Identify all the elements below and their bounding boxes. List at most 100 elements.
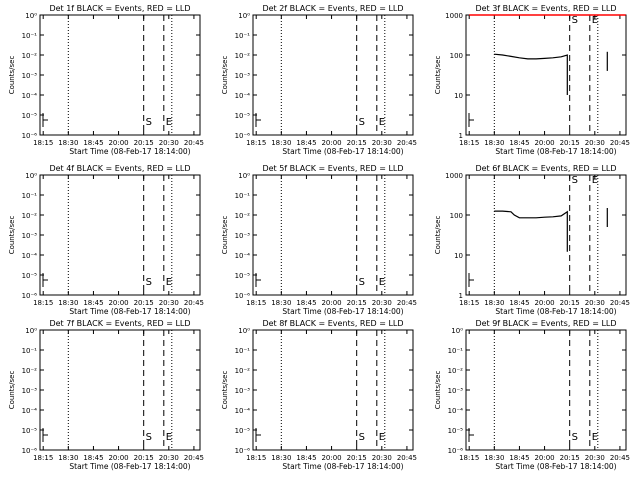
marker-label: E (166, 432, 172, 443)
x-tick-label: 18:15 (33, 454, 53, 462)
panel-title: Det 8f BLACK = Events, RED = LLD (262, 319, 403, 328)
events-series-line (494, 53, 568, 95)
y-tick-label: 10⁻⁶ (235, 132, 251, 140)
x-tick-label: 18:45 (83, 299, 103, 307)
y-tick-label: 10⁻⁵ (235, 272, 251, 280)
marker-label: S (572, 175, 578, 186)
y-tick-label: 10⁻⁴ (22, 252, 38, 260)
plot-frame (465, 329, 627, 451)
x-tick-label: 18:45 (83, 454, 103, 462)
x-tick-label: 20:15 (347, 299, 367, 307)
y-tick-label: 10⁻² (235, 212, 251, 220)
y-tick-label: 10 (454, 252, 463, 260)
y-tick-label: 10⁰ (238, 12, 250, 20)
y-axis-label: Counts/sec (8, 56, 16, 95)
edge-marker (468, 273, 474, 287)
x-tick-label: 20:30 (585, 299, 605, 307)
x-tick-label: 18:15 (33, 299, 53, 307)
y-tick-label: 10⁰ (25, 327, 37, 335)
marker-label: E (166, 277, 172, 288)
y-tick-label: 10⁻⁵ (22, 427, 38, 435)
y-axis-label: Counts/sec (434, 216, 442, 255)
panel-title: Det 4f BLACK = Events, RED = LLD (49, 164, 190, 173)
y-tick-label: 10⁻³ (22, 387, 38, 395)
x-tick-label: 18:15 (459, 454, 479, 462)
x-tick-label: 20:00 (108, 299, 128, 307)
panel: Det 2f BLACK = Events, RED = LLD 10⁰ 10⁻¹ 1… (221, 4, 417, 156)
y-tick-label: 10⁻⁴ (235, 92, 251, 100)
y-tick-label: 100 (450, 52, 463, 60)
y-axis-label: Counts/sec (221, 56, 229, 95)
plot-frame (252, 174, 414, 296)
x-tick-label: 18:15 (246, 139, 266, 147)
x-axis-label: Start Time (08-Feb-17 18:14:00) (495, 307, 616, 316)
x-tick-label: 20:30 (372, 299, 392, 307)
marker-label: E (592, 15, 598, 26)
y-tick-label: 10⁰ (451, 327, 463, 335)
panel: Det 7f BLACK = Events, RED = LLD 10⁰ 10⁻¹ 1… (8, 319, 204, 471)
y-tick-label: 10⁻² (22, 367, 38, 375)
x-tick-label: 20:15 (134, 454, 154, 462)
panel: Det 1f BLACK = Events, RED = LLD 10⁰ 10⁻¹ 1… (8, 4, 204, 156)
y-tick-label: 10⁻⁵ (235, 112, 251, 120)
y-axis-label: Counts/sec (221, 216, 229, 255)
panel: Det 8f BLACK = Events, RED = LLD 10⁰ 10⁻¹ 1… (221, 319, 417, 471)
x-axis-label: Start Time (08-Feb-17 18:14:00) (282, 462, 403, 471)
x-tick-label: 20:30 (159, 139, 179, 147)
x-tick-label: 20:45 (610, 454, 630, 462)
x-axis-label: Start Time (08-Feb-17 18:14:00) (495, 462, 616, 471)
panel: Det 3f BLACK = Events, RED = LLD 1 10 100 10… (434, 4, 630, 156)
x-tick-label: 18:15 (33, 139, 53, 147)
y-tick-label: 10⁻² (22, 52, 38, 60)
x-tick-label: 20:45 (184, 454, 204, 462)
y-axis-label: Counts/sec (8, 371, 16, 410)
edge-marker (255, 273, 261, 287)
y-tick-label: 10⁻² (448, 367, 464, 375)
y-tick-label: 1000 (445, 12, 463, 20)
x-tick-label: 18:45 (296, 454, 316, 462)
panel-title: Det 3f BLACK = Events, RED = LLD (475, 4, 616, 13)
panel-title: Det 2f BLACK = Events, RED = LLD (262, 4, 403, 13)
x-tick-label: 20:30 (372, 139, 392, 147)
x-tick-label: 20:45 (184, 299, 204, 307)
panel-title: Det 9f BLACK = Events, RED = LLD (475, 319, 616, 328)
y-tick-label: 10⁻³ (22, 72, 38, 80)
marker-label: S (146, 432, 152, 443)
y-tick-label: 10⁰ (25, 12, 37, 20)
y-tick-label: 10⁻² (22, 212, 38, 220)
y-tick-label: 10⁻¹ (235, 347, 251, 355)
x-tick-label: 20:45 (610, 139, 630, 147)
plot-frame (252, 329, 414, 451)
x-tick-label: 18:45 (509, 454, 529, 462)
events-series-line (494, 210, 568, 252)
y-axis-label: Counts/sec (434, 56, 442, 95)
marker-label: S (359, 277, 365, 288)
x-tick-label: 20:00 (534, 299, 554, 307)
edge-marker (42, 273, 48, 287)
y-tick-label: 10⁻⁴ (235, 252, 251, 260)
y-tick-label: 10⁻¹ (22, 347, 38, 355)
x-tick-label: 20:30 (159, 299, 179, 307)
marker-label: E (379, 277, 385, 288)
y-tick-label: 10⁻³ (235, 387, 251, 395)
edge-marker (468, 428, 474, 442)
y-tick-label: 10⁻⁶ (22, 292, 38, 300)
x-tick-label: 18:15 (246, 454, 266, 462)
y-tick-label: 10⁻¹ (235, 32, 251, 40)
x-tick-label: 20:00 (321, 139, 341, 147)
x-axis-label: Start Time (08-Feb-17 18:14:00) (282, 307, 403, 316)
x-tick-label: 20:15 (134, 139, 154, 147)
x-tick-label: 18:30 (484, 454, 504, 462)
x-tick-label: 20:00 (321, 454, 341, 462)
y-tick-label: 10⁻⁵ (448, 427, 464, 435)
y-tick-label: 10⁻⁶ (235, 447, 251, 455)
x-tick-label: 18:15 (246, 299, 266, 307)
x-axis-label: Start Time (08-Feb-17 18:14:00) (69, 307, 190, 316)
plot-frame (465, 174, 627, 296)
panel: Det 5f BLACK = Events, RED = LLD 10⁰ 10⁻¹ 1… (221, 164, 417, 316)
marker-label: E (166, 117, 172, 128)
x-tick-label: 20:30 (159, 454, 179, 462)
plot-frame (39, 14, 201, 136)
x-tick-label: 18:30 (484, 299, 504, 307)
